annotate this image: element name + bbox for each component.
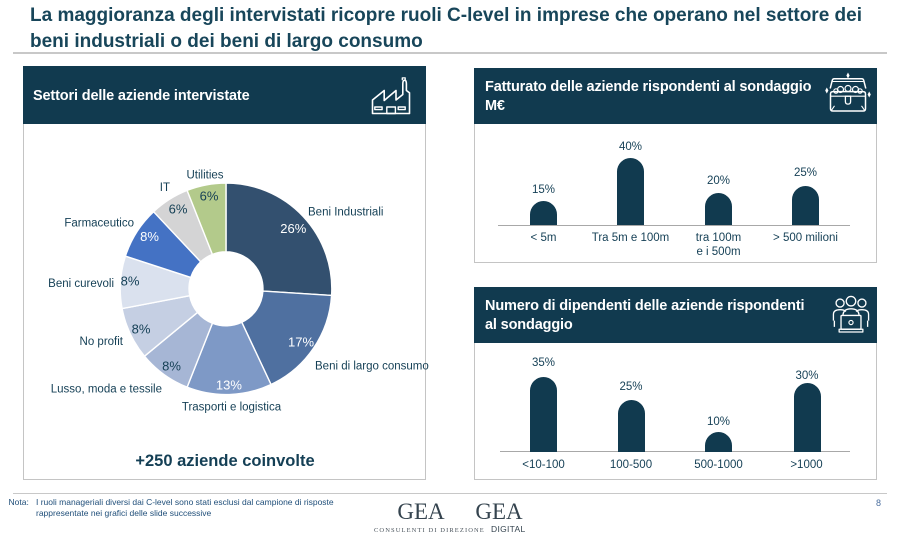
svg-text:No profit: No profit bbox=[80, 336, 124, 348]
svg-text:Lusso, moda e tessile: Lusso, moda e tessile bbox=[51, 384, 162, 396]
svg-text:8%: 8% bbox=[140, 229, 159, 244]
svg-text:8%: 8% bbox=[132, 322, 151, 337]
svg-text:Beni curevoli: Beni curevoli bbox=[48, 278, 114, 290]
svg-text:Beni Industriali: Beni Industriali bbox=[308, 207, 383, 219]
svg-text:IT: IT bbox=[160, 182, 170, 194]
svg-text:26%: 26% bbox=[280, 221, 306, 236]
svg-text:8%: 8% bbox=[162, 359, 181, 374]
svg-text:17%: 17% bbox=[288, 335, 314, 350]
svg-text:13%: 13% bbox=[216, 378, 242, 393]
svg-text:6%: 6% bbox=[169, 202, 188, 217]
svg-text:Utilities: Utilities bbox=[186, 170, 223, 182]
svg-text:Beni di largo consumo: Beni di largo consumo bbox=[315, 361, 429, 373]
svg-text:Trasporti e logistica: Trasporti e logistica bbox=[182, 402, 282, 414]
svg-text:8%: 8% bbox=[121, 274, 140, 289]
svg-text:6%: 6% bbox=[200, 189, 219, 204]
svg-text:Farmaceutico: Farmaceutico bbox=[64, 218, 134, 230]
